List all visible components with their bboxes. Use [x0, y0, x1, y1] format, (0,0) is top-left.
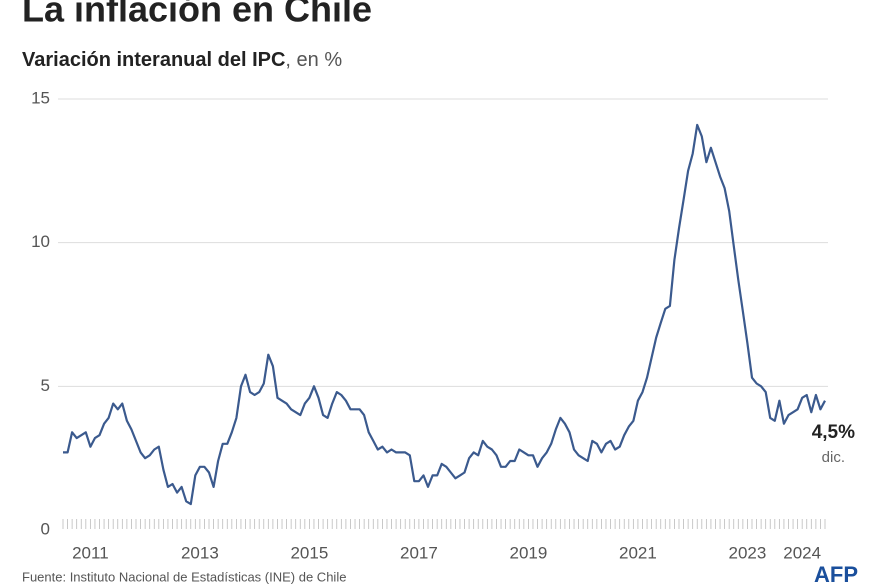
- subtitle-main: Variación interanual del IPC: [22, 49, 285, 71]
- chart-subtitle: Variación interanual del IPC, en %: [22, 49, 342, 71]
- chart-title: La inflación en Chile: [22, 0, 372, 30]
- y-tick-label: 10: [31, 232, 50, 251]
- y-tick-label: 15: [31, 88, 50, 107]
- source: Fuente: Instituto Nacional de Estadístic…: [22, 569, 346, 584]
- end-label: 4,5%: [812, 422, 855, 443]
- subtitle-unit: , en %: [285, 49, 342, 71]
- x-tick-label: 2021: [619, 543, 657, 562]
- y-tick-label: 5: [41, 376, 50, 395]
- x-tick-label: 2023: [729, 543, 767, 562]
- x-tick-label: 2017: [400, 543, 438, 562]
- x-tick-label: 2019: [509, 543, 547, 562]
- line: [63, 123, 826, 506]
- x-tick-label: 2013: [181, 543, 219, 562]
- end-label-note: dic.: [822, 449, 845, 466]
- y-tick-label: 0: [41, 519, 50, 538]
- x-tick-label: 2015: [290, 543, 328, 562]
- x-tick-label: 2011: [72, 543, 109, 562]
- x-tick-label: 2024: [783, 543, 821, 562]
- logo: AFP: [814, 562, 858, 587]
